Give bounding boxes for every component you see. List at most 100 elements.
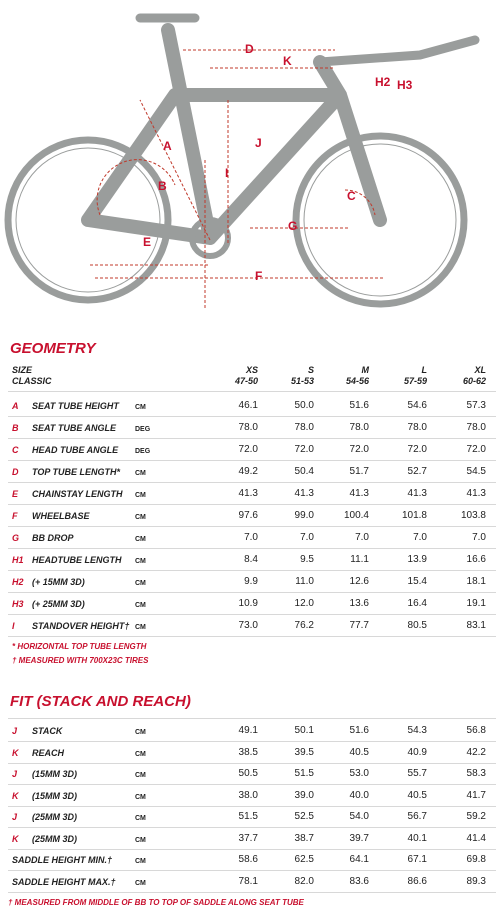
row-name: (+ 15MM 3D) bbox=[32, 577, 85, 587]
cell-value: 49.1 bbox=[238, 725, 258, 736]
row-separator bbox=[8, 526, 496, 527]
row-name: HEADTUBE LENGTH bbox=[32, 555, 122, 565]
cell-value: 38.5 bbox=[238, 746, 258, 758]
cell-value: 40.5 bbox=[349, 746, 369, 758]
cell-value: 50.5 bbox=[238, 768, 258, 779]
cell-value: 82.0 bbox=[294, 875, 314, 887]
dimension-label: C bbox=[347, 189, 356, 203]
cell-value: 51.5 bbox=[294, 768, 314, 779]
row-letter: H2 bbox=[12, 577, 24, 587]
cell-value: 41.3 bbox=[407, 488, 427, 499]
cell-value: 41.3 bbox=[294, 488, 314, 499]
cell-value: 73.0 bbox=[238, 620, 258, 631]
cell-value: 52.5 bbox=[294, 811, 314, 822]
cell-value: 11.0 bbox=[295, 576, 314, 587]
cell-value: 41.3 bbox=[466, 488, 486, 499]
cell-value: 7.0 bbox=[244, 532, 258, 543]
cell-value: 16.6 bbox=[466, 554, 486, 565]
size-name: XL bbox=[474, 365, 486, 375]
cell-value: 54.3 bbox=[407, 725, 427, 736]
row-separator bbox=[8, 391, 496, 392]
row-name: (+ 25MM 3D) bbox=[32, 599, 85, 609]
row-name: STACK bbox=[32, 726, 63, 736]
cell-value: 9.5 bbox=[300, 554, 314, 565]
cell-value: 19.1 bbox=[466, 598, 486, 609]
cell-value: 58.6 bbox=[238, 854, 258, 865]
dimension-label: D bbox=[245, 42, 254, 56]
cell-value: 8.4 bbox=[244, 554, 258, 565]
cell-value: 56.8 bbox=[466, 725, 486, 736]
cell-value: 41.4 bbox=[466, 832, 486, 844]
row-letter: C bbox=[12, 445, 19, 455]
dimension-label: I bbox=[225, 166, 228, 180]
cell-value: 72.0 bbox=[349, 444, 369, 455]
cell-value: 78.1 bbox=[238, 875, 258, 887]
row-unit: CM bbox=[135, 858, 146, 865]
cell-value: 53.0 bbox=[349, 768, 369, 779]
dimension-label: E bbox=[143, 235, 151, 249]
dimension-label: G bbox=[288, 219, 297, 233]
row-separator bbox=[8, 570, 496, 571]
row-separator bbox=[8, 784, 496, 785]
cell-value: 49.2 bbox=[238, 466, 258, 477]
cell-value: 99.0 bbox=[294, 510, 314, 521]
cell-value: 50.0 bbox=[294, 400, 314, 411]
cell-value: 41.7 bbox=[466, 789, 486, 801]
row-separator bbox=[8, 848, 496, 850]
row-separator bbox=[8, 504, 496, 505]
row-letter: J bbox=[12, 812, 18, 822]
cell-value: 41.3 bbox=[238, 488, 258, 499]
cell-value: 51.7 bbox=[349, 466, 369, 477]
dimension-label: K bbox=[283, 54, 292, 68]
row-unit: CM bbox=[135, 793, 146, 801]
row-unit: DEG bbox=[135, 448, 151, 455]
cell-value: 62.5 bbox=[294, 854, 314, 865]
cell-value: 38.7 bbox=[294, 832, 314, 844]
section-title: FIT (STACK AND REACH) bbox=[10, 693, 191, 710]
cell-value: 54.6 bbox=[407, 400, 427, 411]
row-unit: CM bbox=[135, 879, 146, 887]
dimension-label: H3 bbox=[397, 78, 413, 92]
cell-value: 7.0 bbox=[355, 532, 369, 543]
cell-value: 69.8 bbox=[466, 854, 486, 865]
cell-value: 39.5 bbox=[294, 746, 314, 758]
section-title: GEOMETRY bbox=[10, 340, 96, 357]
cell-value: 15.4 bbox=[407, 576, 427, 587]
size-range: 60-62 bbox=[462, 376, 486, 386]
size-range: 54-56 bbox=[345, 376, 369, 386]
cell-value: 64.1 bbox=[349, 854, 369, 865]
cell-value: 72.0 bbox=[294, 444, 314, 455]
row-unit: CM bbox=[135, 624, 146, 631]
row-name: SEAT TUBE HEIGHT bbox=[32, 401, 119, 411]
cell-value: 7.0 bbox=[472, 532, 486, 543]
cell-value: 40.1 bbox=[407, 832, 427, 844]
cell-value: 86.6 bbox=[407, 875, 427, 887]
cell-value: 59.2 bbox=[466, 811, 486, 822]
cell-value: 80.5 bbox=[407, 620, 427, 631]
row-letter: F bbox=[12, 511, 18, 521]
row-separator bbox=[8, 762, 496, 764]
cell-value: 37.7 bbox=[238, 832, 258, 844]
row-separator bbox=[8, 438, 496, 439]
cell-value: 72.0 bbox=[238, 444, 258, 455]
size-label: SIZE bbox=[12, 365, 33, 375]
dimension-label: J bbox=[255, 136, 262, 150]
size-name: L bbox=[421, 365, 428, 375]
row-separator bbox=[8, 460, 496, 461]
row-unit: CM bbox=[135, 404, 146, 411]
bike-diagram: D K H2 H3 J A B I G C E F bbox=[4, 13, 480, 310]
cell-value: 50.4 bbox=[294, 466, 314, 477]
row-unit: CM bbox=[135, 492, 146, 499]
cell-value: 16.4 bbox=[407, 598, 427, 609]
row-name: TOP TUBE LENGTH* bbox=[32, 467, 121, 477]
row-unit: CM bbox=[135, 815, 146, 822]
cell-value: 100.4 bbox=[343, 510, 369, 521]
row-name: SADDLE HEIGHT MAX.† bbox=[12, 876, 116, 887]
row-unit: CM bbox=[135, 772, 146, 779]
cell-value: 12.0 bbox=[294, 598, 314, 609]
size-name: XS bbox=[245, 365, 258, 375]
dimension-label: H2 bbox=[375, 75, 391, 89]
cell-value: 78.0 bbox=[349, 422, 369, 433]
cell-value: 13.9 bbox=[407, 554, 427, 565]
